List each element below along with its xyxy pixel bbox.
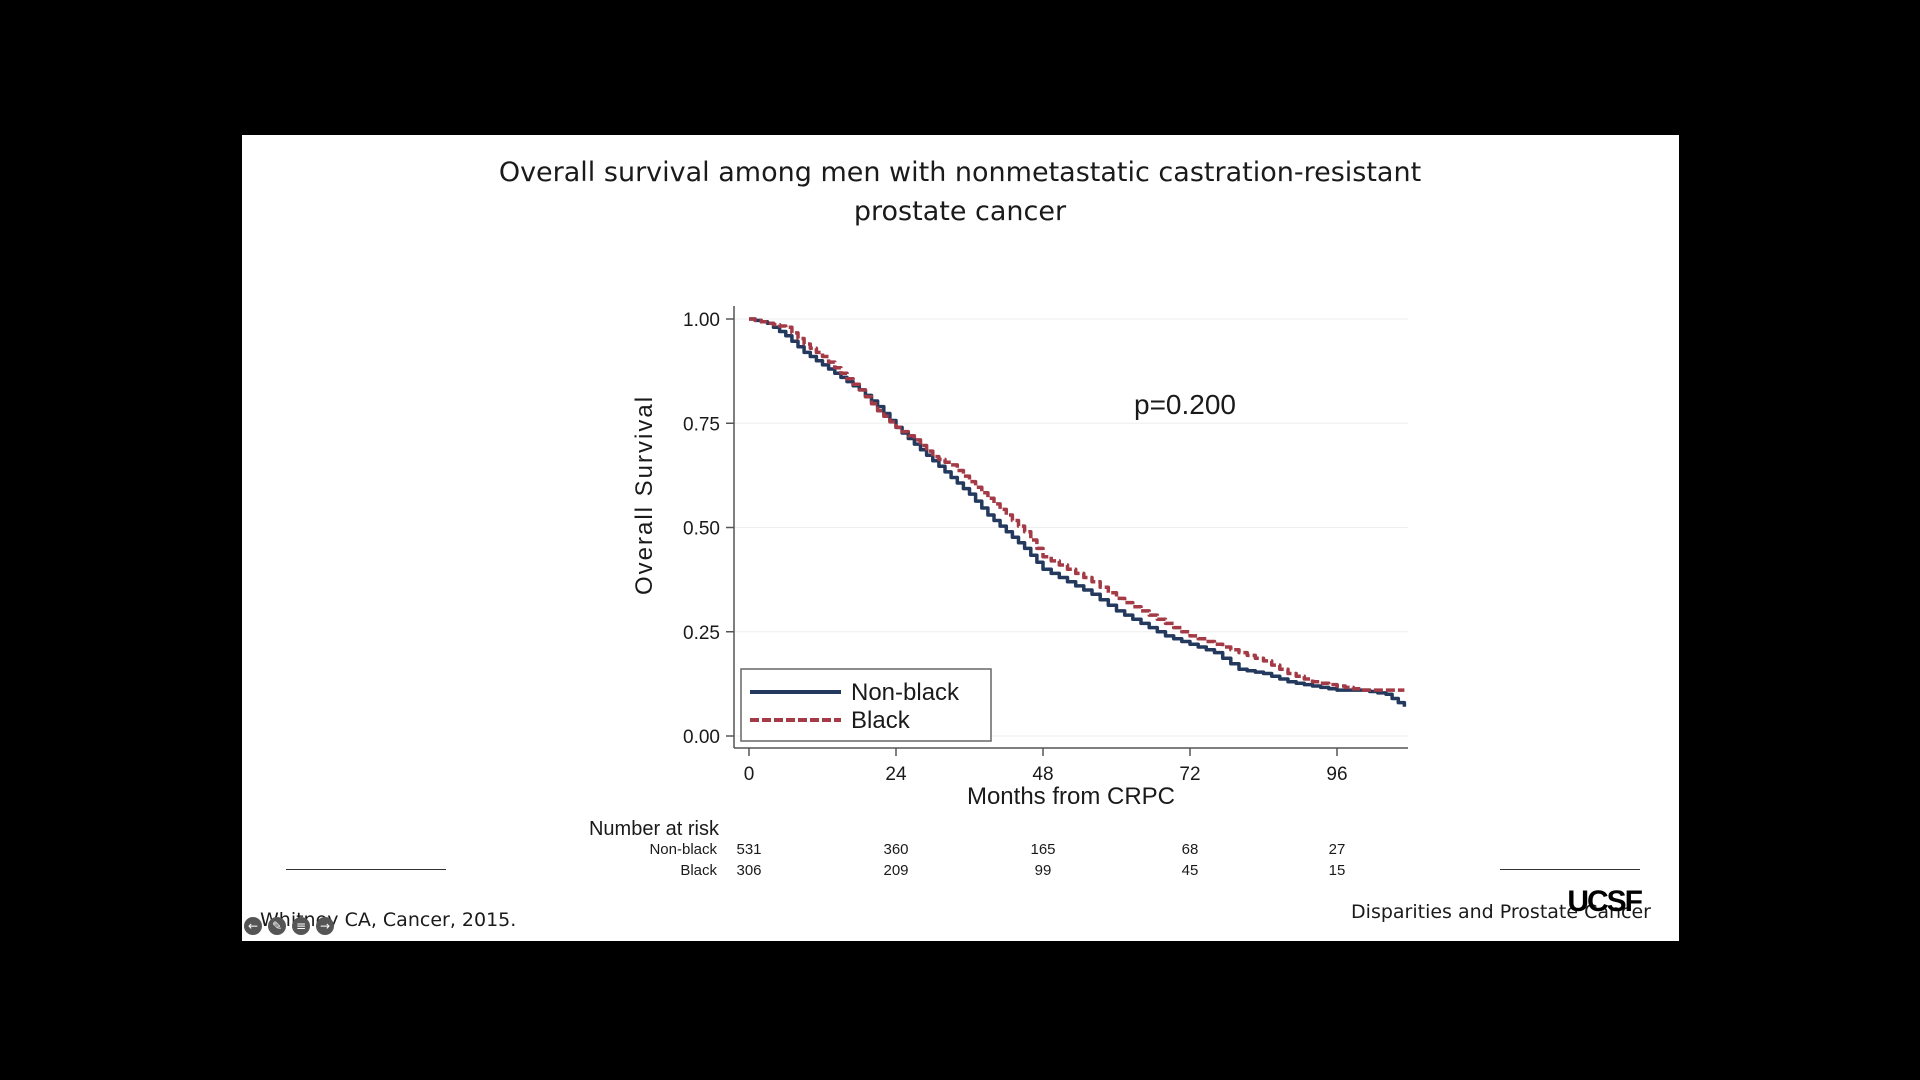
risk-count: 45 [1182, 862, 1199, 879]
risk-count: 531 [736, 841, 761, 858]
risk-count: 360 [883, 841, 908, 858]
risk-row-label: Non-black [649, 841, 717, 858]
left-rule [286, 869, 446, 870]
y-tick-label: 0.75 [683, 414, 720, 435]
survival-chart: 0.000.250.500.751.000 24 48 72 96 Non-blackB… [589, 306, 1408, 879]
x-tick-label: 0 [744, 764, 755, 785]
risk-count: 68 [1182, 841, 1199, 858]
right-rule [1500, 869, 1640, 870]
risk-count: 165 [1030, 841, 1055, 858]
x-axis-title: Months from CRPC [967, 783, 1175, 810]
y-tick-label: 0.25 [683, 623, 720, 644]
pencil-icon[interactable]: ✎ [268, 917, 286, 935]
risk-count: 15 [1329, 862, 1346, 879]
y-tick-label: 1.00 [683, 310, 720, 331]
x-tick-label: 96 [1326, 764, 1347, 785]
x-tick-label: 24 [885, 764, 907, 785]
y-tick-label: 0.00 [683, 727, 720, 748]
slide: Overall survival among men with nonmetas… [242, 135, 1679, 941]
x-tick-label: 48 [1032, 764, 1053, 785]
risk-count: 99 [1035, 862, 1052, 879]
menu-icon[interactable]: ≡ [292, 917, 310, 935]
ucsf-logo: UCSF [1567, 885, 1643, 918]
p-value-annotation: p=0.200 [1134, 389, 1236, 420]
legend-box [740, 668, 992, 742]
risk-row-label: Black [680, 862, 717, 879]
y-tick-label: 0.50 [683, 519, 720, 540]
series-line-non-black [749, 317, 1407, 707]
slide-title: Overall survival among men with nonmetas… [210, 153, 1710, 231]
back-icon[interactable]: ← [244, 917, 262, 935]
legend-label: Non-black [851, 679, 960, 706]
risk-count: 209 [883, 862, 908, 879]
risk-table-header: Number at risk [589, 818, 720, 840]
forward-icon[interactable]: → [316, 917, 334, 935]
legend-label: Black [851, 707, 911, 734]
slide-title-line-2: prostate cancer [853, 196, 1067, 227]
slide-title-line-1: Overall survival among men with nonmetas… [498, 157, 1422, 188]
footer-text: Disparities and Prostate Cancer [1351, 901, 1651, 923]
risk-count: 306 [736, 862, 761, 879]
player-controls: ← ✎ ≡ → [244, 917, 334, 935]
x-tick-label: 72 [1179, 764, 1200, 785]
risk-count: 27 [1329, 841, 1346, 858]
series-line-black [749, 317, 1405, 692]
y-axis-title: Overall Survival [631, 395, 658, 595]
